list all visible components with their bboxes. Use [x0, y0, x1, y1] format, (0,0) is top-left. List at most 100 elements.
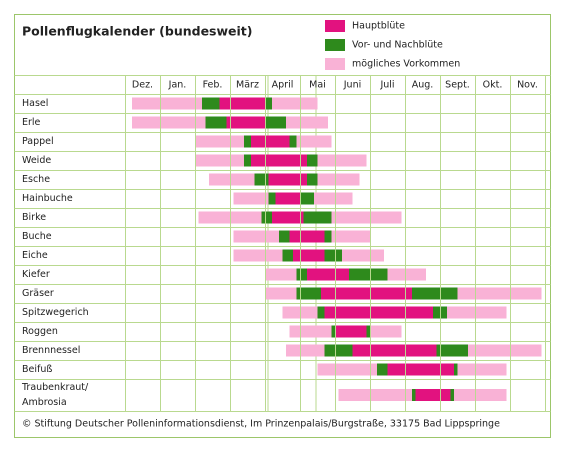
bloom-segment: [293, 249, 325, 262]
bloom-segment: [251, 135, 290, 148]
month-label: Sept.: [445, 80, 470, 91]
bloom-segment: [415, 389, 451, 401]
bloom-segment: [412, 287, 458, 300]
bloom-segment: [317, 363, 377, 376]
bloom-segment: [324, 306, 433, 319]
month-label: März: [236, 80, 259, 91]
bloom-segment: [233, 249, 283, 262]
bloom-segment: [352, 344, 437, 357]
plant-label: Birke: [22, 212, 46, 223]
plant-label: Roggen: [22, 326, 58, 337]
bloom-segment: [335, 325, 367, 338]
bloom-segment: [324, 249, 342, 262]
bloom-segment: [275, 192, 300, 205]
bloom-segment: [450, 389, 454, 401]
bloom-segment: [209, 173, 255, 186]
bloom-segment: [317, 306, 325, 319]
bloom-segment: [195, 135, 244, 148]
bloom-segment: [265, 97, 272, 110]
legend-swatch: [325, 20, 345, 32]
bloom-segment: [289, 230, 325, 243]
bloom-segment: [265, 116, 286, 129]
bloom-segment: [457, 287, 542, 300]
bloom-segment: [307, 154, 318, 167]
month-label: Okt.: [483, 80, 503, 91]
bloom-segment: [307, 173, 318, 186]
bloom-segment: [286, 344, 325, 357]
bloom-segment: [338, 389, 412, 401]
bloom-segment: [331, 230, 370, 243]
plant-label: Beifuß: [22, 364, 52, 375]
bloom-segment: [296, 287, 321, 300]
bloom-segment: [195, 154, 244, 167]
bloom-segment: [314, 192, 353, 205]
plant-label: Gräser: [22, 288, 54, 299]
month-label: Juli: [379, 80, 394, 91]
bloom-segment: [349, 268, 388, 281]
bloom-segment: [317, 154, 367, 167]
bloom-segment: [454, 389, 507, 401]
bloom-segment: [342, 249, 384, 262]
bloom-segment: [387, 363, 454, 376]
month-label: Nov.: [517, 80, 538, 91]
month-label: Feb.: [203, 80, 223, 91]
plant-label: Weide: [22, 155, 51, 166]
bloom-segment: [261, 211, 272, 224]
bloom-segment: [254, 173, 269, 186]
bloom-segment: [331, 325, 335, 338]
plant-label: Hasel: [22, 98, 48, 109]
bloom-segment: [233, 192, 269, 205]
bloom-segment: [132, 97, 202, 110]
bloom-segment: [377, 363, 388, 376]
plant-label: Pappel: [22, 136, 54, 147]
plant-label: Erle: [22, 117, 41, 128]
plant-label: Ambrosia: [22, 397, 67, 408]
bloom-segment: [468, 344, 542, 357]
bloom-segment: [321, 287, 412, 300]
bloom-segment: [279, 230, 290, 243]
bloom-segment: [307, 268, 349, 281]
plant-label: Esche: [22, 174, 50, 185]
bloom-segment: [233, 230, 279, 243]
bloom-segment: [370, 325, 402, 338]
bloom-segment: [268, 192, 276, 205]
bloom-segment: [244, 154, 251, 167]
bloom-segment: [272, 211, 304, 224]
legend-label: Vor- und Nachblüte: [352, 40, 443, 51]
bloom-segment: [454, 363, 458, 376]
bloom-segment: [412, 389, 416, 401]
month-label: Dez.: [132, 80, 153, 91]
month-label: Jan.: [168, 80, 187, 91]
month-label: April: [272, 80, 294, 91]
month-label: Mai: [309, 80, 326, 91]
bloom-segment: [331, 211, 402, 224]
plant-label: Spitzwegerich: [22, 307, 89, 318]
bloom-segment: [436, 344, 468, 357]
bloom-segment: [202, 97, 220, 110]
bloom-segment: [366, 325, 370, 338]
plant-label: Eiche: [22, 250, 48, 261]
footer: © Stiftung Deutscher Polleninformationsd…: [22, 419, 500, 430]
bloom-segment: [289, 325, 332, 338]
plant-label: Buche: [22, 231, 52, 242]
bloom-segment: [296, 135, 332, 148]
plant-label: Hainbuche: [22, 193, 73, 204]
bloom-segment: [324, 230, 332, 243]
bloom-segment: [300, 192, 314, 205]
plant-label: Traubenkraut/: [21, 382, 89, 393]
bloom-segment: [265, 268, 297, 281]
legend-label: mögliches Vorkommen: [352, 59, 460, 70]
bloom-segment: [317, 173, 360, 186]
bloom-segment: [289, 135, 297, 148]
bloom-segment: [272, 97, 318, 110]
bloom-segment: [244, 135, 251, 148]
chart-title: Pollenflugkalender (bundesweit): [22, 24, 252, 39]
bloom-segment: [132, 116, 206, 129]
bloom-segment: [457, 363, 507, 376]
month-label: Juni: [343, 80, 361, 91]
legend-label: Hauptblüte: [352, 21, 405, 32]
bloom-segment: [282, 249, 293, 262]
bloom-segment: [251, 154, 307, 167]
bloom-segment: [226, 116, 265, 129]
